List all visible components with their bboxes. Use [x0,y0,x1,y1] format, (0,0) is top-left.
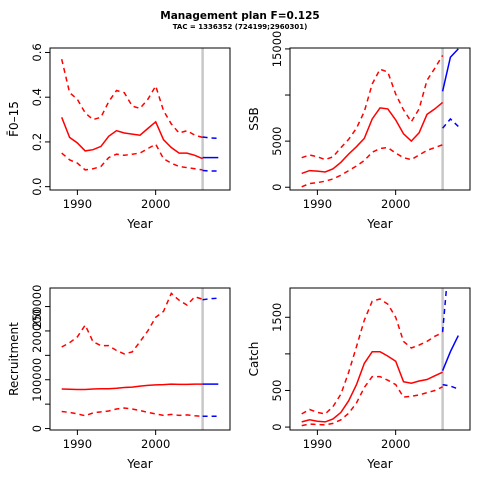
ssb-y-tick-label: 0 [270,184,284,191]
recruitment-y-tick-label: 0 [30,425,44,432]
recruitment-x-tick-label: 2000 [141,437,170,451]
recruitment-y-tick-label: 100000 [30,358,44,402]
fbar-projection-lower-line [202,169,219,172]
fbar-y-tick-label: 0.6 [30,43,44,61]
recruitment-history-median-line [61,383,203,391]
catch-y-tick-label: 1500 [270,303,284,332]
ssb-y-tick-label: 5000 [270,126,284,155]
fbar-projection-upper-line [202,136,219,140]
ssb-plot-area [301,48,459,190]
ssb-projection-median-line [441,48,459,92]
catch-frame [289,287,471,431]
ssb-x-tick-label: 1990 [303,197,332,211]
catch-projection-median-line [441,335,459,371]
catch-history-upper-line [301,298,443,415]
fbar-y-axis-label: F̄0–15 [7,101,21,137]
catch-x-tick-label: 1990 [303,437,332,451]
main-title: Management plan F=0.125 [160,10,320,22]
fbar-x-tick-label: 2000 [141,197,170,211]
recruitment-projection-upper-line [202,297,219,301]
fbar-y-tick-label: 0.0 [30,177,44,195]
ssb-history-lower-line [301,144,443,188]
catch-projection-lower-line [442,383,459,390]
catch-y-tick-label: 0 [270,423,284,430]
catch-y-tick-label: 500 [270,379,284,401]
fbar-x-axis-label: Year [126,217,152,231]
ssb-x-axis-label: Year [366,217,392,231]
recruitment-frame [49,287,231,431]
fbar-history-upper-line [60,59,203,139]
catch-projection-upper-line [441,288,448,332]
recruitment-y-tick-label: 200000 [30,309,44,353]
fbar-history-lower-line [61,143,203,171]
catch-history-median-line [301,350,443,423]
ssb-y-axis-label: SSB [247,107,261,130]
ssb-history-upper-line [301,55,444,161]
panel-catch: 1990 2000 0 500 1500 Year Catch [247,287,471,471]
recruitment-plot-area [61,288,219,430]
recruitment-history-upper-line [61,292,203,355]
fbar-x-tick-label: 1990 [63,197,92,211]
catch-x-tick-label: 2000 [381,437,410,451]
ssb-projection-lower-line [442,117,459,129]
fbar-plot-area [60,48,219,190]
panel-ssb: 1990 2000 0 5000 15000 Year SSB [247,31,471,231]
fbar-history-median-line [61,117,203,160]
ssb-frame [289,47,471,191]
recruitment-y-tick-label: 250000 [30,285,44,329]
catch-y-axis-label: Catch [247,342,261,377]
fbar-frame [49,47,231,191]
ssb-x-tick-label: 2000 [381,197,410,211]
fbar-y-tick-label: 0.2 [30,133,44,151]
recruitment-x-axis-label: Year [126,457,152,471]
ssb-history-median-line [301,101,444,175]
ssb-y-tick-label: 15000 [270,31,284,68]
recruitment-x-tick-label: 1990 [63,437,92,451]
catch-x-axis-label: Year [366,457,392,471]
fbar-y-tick-label: 0.4 [30,88,44,106]
recruitment-y-axis-label: Recruitment [7,322,21,396]
panel-fbar: 1990 2000 0.0 0.2 0.4 0.6 Year F̄0–15 [7,43,231,231]
main-subtitle: TAC = 1336352 (724199;2960301) [172,23,308,31]
catch-plot-area [301,288,459,430]
catch-history-lower-line [301,375,443,427]
recruitment-history-lower-line [61,407,203,418]
